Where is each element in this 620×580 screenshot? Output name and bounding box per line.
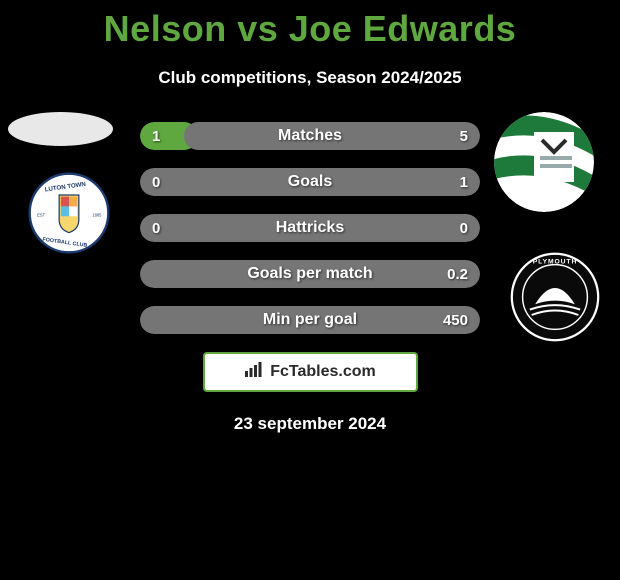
svg-text:PLYMOUTH: PLYMOUTH [533,259,577,266]
stat-label: Hattricks [140,214,480,242]
stat-label: Goals [140,168,480,196]
comparison-area: LUTON TOWN FOOTBALL CLUB EST 1885 [0,122,620,434]
svg-text:1885: 1885 [92,212,102,217]
brand-text: FcTables.com [270,363,376,381]
stat-label: Goals per match [140,260,480,288]
stat-rows: 1 Matches 5 0 Goals 1 0 Hattricks 0 Goal… [140,122,480,334]
stat-label: Matches [140,122,480,150]
svg-text:EST: EST [37,212,45,217]
stat-row-matches: 1 Matches 5 [140,122,480,150]
page-title: Nelson vs Joe Edwards [0,0,620,50]
stat-row-min-per-goal: Min per goal 450 [140,306,480,334]
stat-right-value: 450 [443,306,468,334]
stat-right-value: 0 [460,214,468,242]
stat-label: Min per goal [140,306,480,334]
player-left-avatar [8,112,113,146]
stat-right-value: 0.2 [447,260,468,288]
club-crest-right: PLYMOUTH [510,252,600,342]
brand-box[interactable]: FcTables.com [203,352,418,392]
date-line: 23 september 2024 [0,414,620,434]
stat-row-goals-per-match: Goals per match 0.2 [140,260,480,288]
stat-right-value: 1 [460,168,468,196]
player-right-avatar [494,112,594,212]
subtitle: Club competitions, Season 2024/2025 [0,68,620,88]
stat-row-goals: 0 Goals 1 [140,168,480,196]
stat-row-hattricks: 0 Hattricks 0 [140,214,480,242]
chart-icon [244,362,264,383]
stat-right-value: 5 [460,122,468,150]
club-crest-left: LUTON TOWN FOOTBALL CLUB EST 1885 [28,172,110,254]
